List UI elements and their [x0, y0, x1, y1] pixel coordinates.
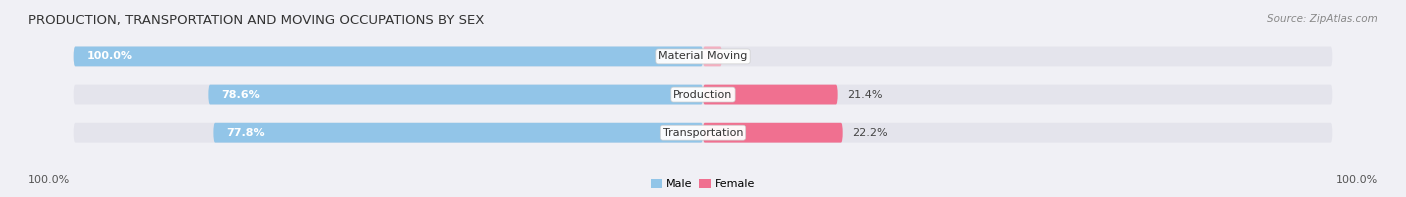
FancyBboxPatch shape	[73, 46, 1333, 66]
FancyBboxPatch shape	[73, 85, 1333, 104]
Text: PRODUCTION, TRANSPORTATION AND MOVING OCCUPATIONS BY SEX: PRODUCTION, TRANSPORTATION AND MOVING OC…	[28, 14, 485, 27]
Text: Material Moving: Material Moving	[658, 51, 748, 61]
FancyBboxPatch shape	[208, 85, 703, 104]
Text: 21.4%: 21.4%	[848, 90, 883, 99]
FancyBboxPatch shape	[703, 123, 842, 143]
Text: Production: Production	[673, 90, 733, 99]
Text: 0.0%: 0.0%	[713, 51, 741, 61]
Text: 100.0%: 100.0%	[28, 175, 70, 185]
FancyBboxPatch shape	[703, 46, 721, 66]
FancyBboxPatch shape	[73, 46, 703, 66]
Legend: Male, Female: Male, Female	[651, 179, 755, 190]
FancyBboxPatch shape	[73, 123, 1333, 143]
FancyBboxPatch shape	[214, 123, 703, 143]
Text: 100.0%: 100.0%	[86, 51, 132, 61]
Text: Transportation: Transportation	[662, 128, 744, 138]
Text: 77.8%: 77.8%	[226, 128, 264, 138]
Text: 22.2%: 22.2%	[852, 128, 887, 138]
Text: Source: ZipAtlas.com: Source: ZipAtlas.com	[1267, 14, 1378, 24]
FancyBboxPatch shape	[703, 85, 838, 104]
Text: 100.0%: 100.0%	[1336, 175, 1378, 185]
Text: 78.6%: 78.6%	[221, 90, 260, 99]
